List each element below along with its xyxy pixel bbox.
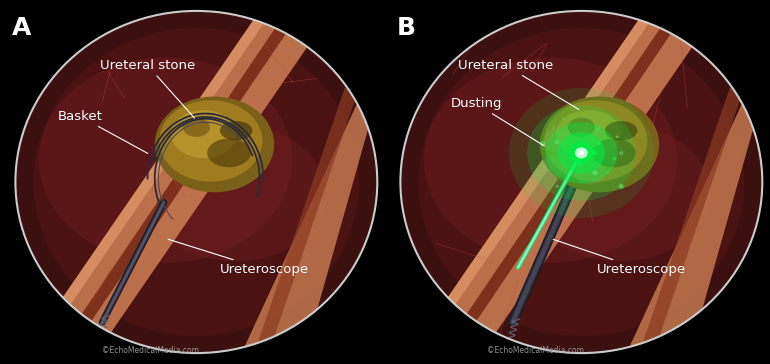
Text: Ureteral stone: Ureteral stone [458, 59, 579, 110]
Polygon shape [410, 11, 717, 353]
Ellipse shape [509, 88, 654, 218]
Ellipse shape [544, 100, 648, 182]
Text: B: B [397, 16, 416, 40]
Ellipse shape [574, 161, 606, 185]
Ellipse shape [606, 171, 609, 174]
Polygon shape [410, 11, 658, 353]
Text: Basket: Basket [58, 110, 148, 153]
Ellipse shape [543, 129, 576, 153]
Ellipse shape [527, 105, 636, 201]
Ellipse shape [541, 141, 546, 146]
Ellipse shape [592, 170, 598, 175]
Ellipse shape [424, 58, 677, 263]
Ellipse shape [220, 121, 253, 140]
Ellipse shape [543, 153, 576, 177]
Ellipse shape [619, 151, 623, 155]
Ellipse shape [578, 162, 582, 167]
Ellipse shape [400, 11, 762, 353]
Ellipse shape [530, 124, 711, 261]
Ellipse shape [592, 139, 636, 167]
Ellipse shape [574, 122, 606, 145]
Ellipse shape [419, 28, 744, 336]
Ellipse shape [552, 126, 556, 130]
Ellipse shape [540, 96, 659, 192]
Ellipse shape [207, 139, 251, 167]
Ellipse shape [145, 124, 325, 261]
Ellipse shape [15, 11, 377, 353]
Ellipse shape [34, 28, 359, 336]
Polygon shape [242, 79, 377, 353]
Ellipse shape [182, 118, 210, 137]
Ellipse shape [159, 100, 263, 182]
Text: ©EchoMedicalMedia.com: ©EchoMedicalMedia.com [102, 346, 199, 355]
Ellipse shape [562, 118, 564, 120]
Ellipse shape [616, 135, 618, 138]
Polygon shape [639, 88, 744, 353]
Ellipse shape [592, 141, 624, 165]
Text: A: A [12, 16, 31, 40]
Ellipse shape [545, 122, 618, 184]
Ellipse shape [597, 142, 601, 145]
Ellipse shape [155, 96, 274, 192]
Ellipse shape [39, 58, 292, 263]
Ellipse shape [613, 157, 616, 160]
Text: Dusting: Dusting [450, 97, 544, 146]
Ellipse shape [578, 151, 584, 155]
Text: Ureteral stone: Ureteral stone [100, 59, 196, 118]
Ellipse shape [605, 121, 638, 140]
Ellipse shape [557, 132, 605, 174]
Ellipse shape [596, 127, 600, 131]
Ellipse shape [567, 118, 595, 137]
Ellipse shape [596, 153, 598, 154]
Ellipse shape [171, 110, 236, 158]
Ellipse shape [618, 184, 624, 189]
Polygon shape [25, 11, 273, 353]
Ellipse shape [400, 11, 762, 353]
Ellipse shape [556, 110, 621, 158]
Polygon shape [627, 79, 762, 353]
Ellipse shape [15, 11, 377, 353]
Ellipse shape [563, 143, 565, 145]
Text: Ureteroscope: Ureteroscope [553, 239, 686, 276]
Ellipse shape [579, 154, 581, 156]
Text: Ureteroscope: Ureteroscope [168, 239, 309, 276]
Ellipse shape [556, 185, 559, 188]
Ellipse shape [591, 150, 596, 155]
Text: ©EchoMedicalMedia.com: ©EchoMedicalMedia.com [487, 346, 584, 355]
Ellipse shape [569, 142, 594, 164]
Polygon shape [55, 11, 301, 353]
Polygon shape [25, 11, 332, 353]
Ellipse shape [575, 147, 588, 158]
Ellipse shape [554, 140, 559, 145]
Polygon shape [254, 88, 359, 353]
Polygon shape [440, 11, 686, 353]
